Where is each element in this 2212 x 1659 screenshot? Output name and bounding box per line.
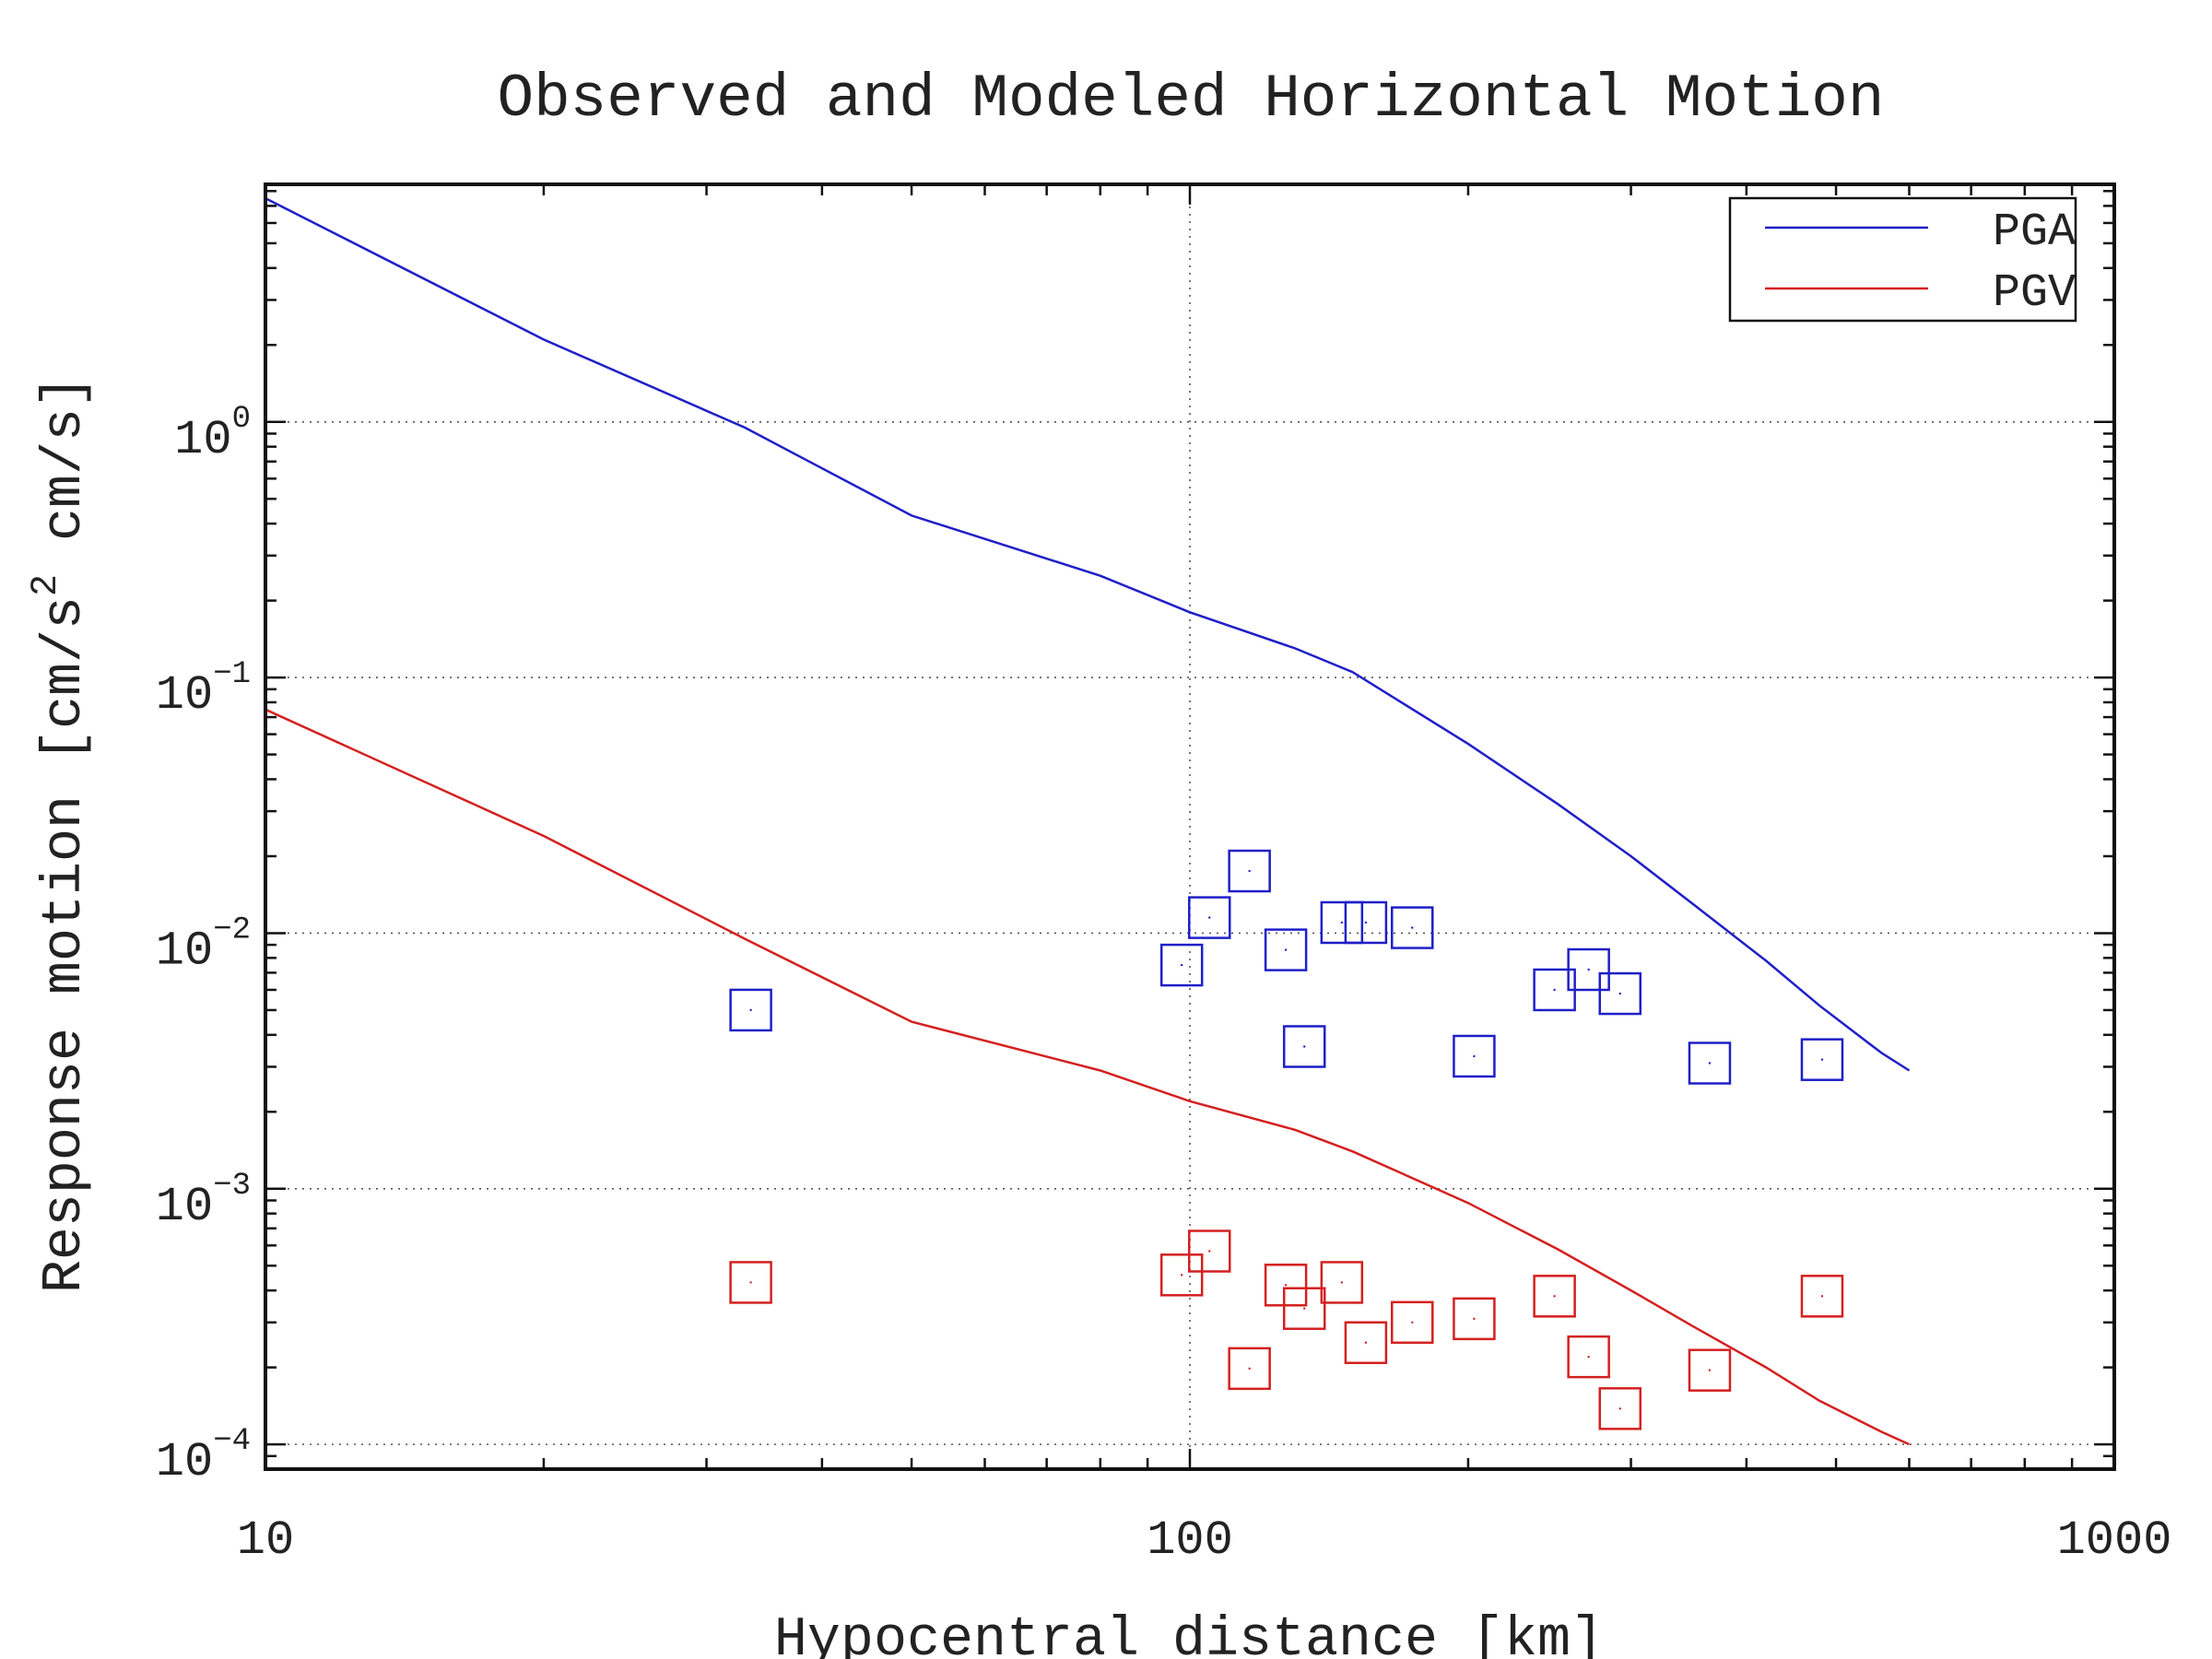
- observed-markers: [729, 849, 1844, 1430]
- y-tick-label: 100: [174, 402, 251, 467]
- y-tick-exponent: −4: [213, 1424, 251, 1459]
- legend-box: [1728, 196, 2077, 323]
- observed-pga-marker-dot: [1208, 916, 1211, 919]
- observed-pgv-marker-dot: [1180, 1274, 1183, 1277]
- observed-pga-marker-dot: [1820, 1058, 1824, 1061]
- observed-pgv-marker-dot: [1340, 1281, 1344, 1284]
- x-tick-labels: 10 100 1000: [237, 1513, 2172, 1568]
- observed-pgv-marker: [1453, 1297, 1496, 1341]
- observed-pga-marker-dot: [1587, 968, 1590, 971]
- y-tick-exponent: −3: [213, 1169, 251, 1204]
- y-tick-label: 10−1: [156, 657, 251, 723]
- observed-pgv-marker-dot: [1284, 1284, 1288, 1287]
- y-tick-base: 10: [156, 924, 213, 978]
- y-tick-base: 10: [156, 1435, 213, 1489]
- model-curves: [265, 196, 1911, 1446]
- observed-pga-marker: [729, 988, 772, 1032]
- observed-pga-marker-dot: [749, 1008, 752, 1012]
- observed-pgv-marker-dot: [1553, 1295, 1556, 1298]
- observed-pgv-marker: [1688, 1348, 1732, 1392]
- observed-pga-marker-dot: [1180, 963, 1183, 967]
- y-axis-label: Response motion [cm/s2 cm/s]: [26, 375, 97, 1293]
- observed-pgv-marker-dot: [1473, 1317, 1476, 1321]
- x-tick-label: 10: [237, 1513, 294, 1568]
- observed-pgv-marker: [1344, 1321, 1388, 1365]
- observed-pga-marker: [1320, 900, 1364, 945]
- observed-pgv-marker-dot: [1708, 1369, 1712, 1371]
- observed-pgv-marker: [1264, 1264, 1308, 1307]
- observed-pga-marker: [1228, 849, 1271, 893]
- observed-pgv-marker: [1533, 1275, 1576, 1318]
- x-axis-label: Hypocentral distance [km]: [774, 1609, 1604, 1659]
- observed-pga-marker: [1264, 928, 1308, 971]
- observed-pga-marker: [1391, 906, 1434, 949]
- legend-label-pga: PGA: [1993, 206, 2076, 259]
- observed-pga-marker-dot: [1473, 1054, 1476, 1058]
- observed-pga-marker: [1188, 896, 1231, 939]
- observed-pgv-marker: [1800, 1275, 1844, 1318]
- observed-pga-marker: [1282, 1025, 1326, 1068]
- x-tick-label: 1000: [2057, 1513, 2172, 1568]
- y-tick-exponent: 0: [232, 402, 251, 437]
- x-tick-label: 100: [1147, 1513, 1233, 1568]
- y-tick-label: 10−4: [156, 1424, 251, 1489]
- observed-pga-marker: [1453, 1034, 1496, 1078]
- observed-pgv-marker-dot: [749, 1281, 752, 1284]
- observed-pgv-marker: [1391, 1300, 1434, 1345]
- y-tick-exponent: −2: [213, 912, 251, 947]
- y-tick-label: 10−2: [156, 912, 251, 978]
- y-axis-label-main: Response motion [cm/s: [34, 596, 97, 1293]
- y-tick-base: 10: [174, 413, 231, 467]
- y-tick-base: 10: [156, 668, 213, 723]
- chart-title: Observed and Modeled Horizontal Motion: [497, 65, 1884, 134]
- observed-pga-marker: [1598, 971, 1642, 1016]
- observed-pgv-marker-dot: [1820, 1295, 1824, 1298]
- observed-pgv-marker-dot: [1618, 1407, 1621, 1410]
- observed-pgv-marker: [1228, 1347, 1271, 1391]
- observed-pga-marker: [1159, 943, 1204, 987]
- observed-pga-marker-dot: [1303, 1045, 1306, 1048]
- y-tick-exponent: −1: [213, 657, 251, 692]
- y-axis-label-tail: cm/s]: [34, 375, 97, 574]
- model-curve-pga: [265, 196, 1911, 1072]
- observed-pga-marker-dot: [1411, 926, 1414, 929]
- observed-pgv-marker-dot: [1411, 1321, 1414, 1324]
- observed-pga-marker-dot: [1248, 869, 1251, 873]
- observed-pgv-marker: [1188, 1230, 1231, 1273]
- observed-pga-marker: [1688, 1041, 1732, 1085]
- observed-pga-marker: [1344, 900, 1388, 945]
- observed-pgv-marker: [729, 1261, 772, 1304]
- legend-label-pgv: PGV: [1993, 267, 2076, 320]
- observed-pga-marker-dot: [1708, 1062, 1712, 1065]
- observed-pgv-marker: [1159, 1253, 1204, 1297]
- y-tick-label: 10−3: [156, 1169, 251, 1234]
- observed-pgv-marker-dot: [1587, 1355, 1590, 1359]
- observed-pgv-marker: [1282, 1287, 1326, 1330]
- observed-pga-marker: [1567, 947, 1610, 992]
- observed-pgv-marker: [1598, 1387, 1642, 1430]
- observed-pga-marker: [1800, 1038, 1844, 1081]
- observed-pga-marker-dot: [1340, 921, 1344, 924]
- legend: PGA PGV: [1728, 196, 2077, 323]
- observed-pgv-marker-dot: [1208, 1250, 1211, 1253]
- observed-pga-marker-dot: [1364, 921, 1368, 924]
- observed-pga-marker-dot: [1553, 988, 1556, 992]
- model-curve-pgv: [265, 708, 1911, 1446]
- observed-pgv-marker: [1567, 1335, 1610, 1379]
- y-axis-label-sup: 2: [26, 574, 67, 596]
- y-tick-base: 10: [156, 1180, 213, 1234]
- observed-pgv-marker: [1320, 1261, 1364, 1304]
- observed-pgv-marker-dot: [1248, 1367, 1251, 1371]
- observed-pgv-marker-dot: [1364, 1341, 1368, 1344]
- observed-pgv-marker-dot: [1303, 1307, 1306, 1310]
- observed-pga-marker-dot: [1618, 992, 1621, 995]
- axis-ticks: [264, 184, 2114, 1471]
- observed-pga-marker-dot: [1284, 948, 1288, 951]
